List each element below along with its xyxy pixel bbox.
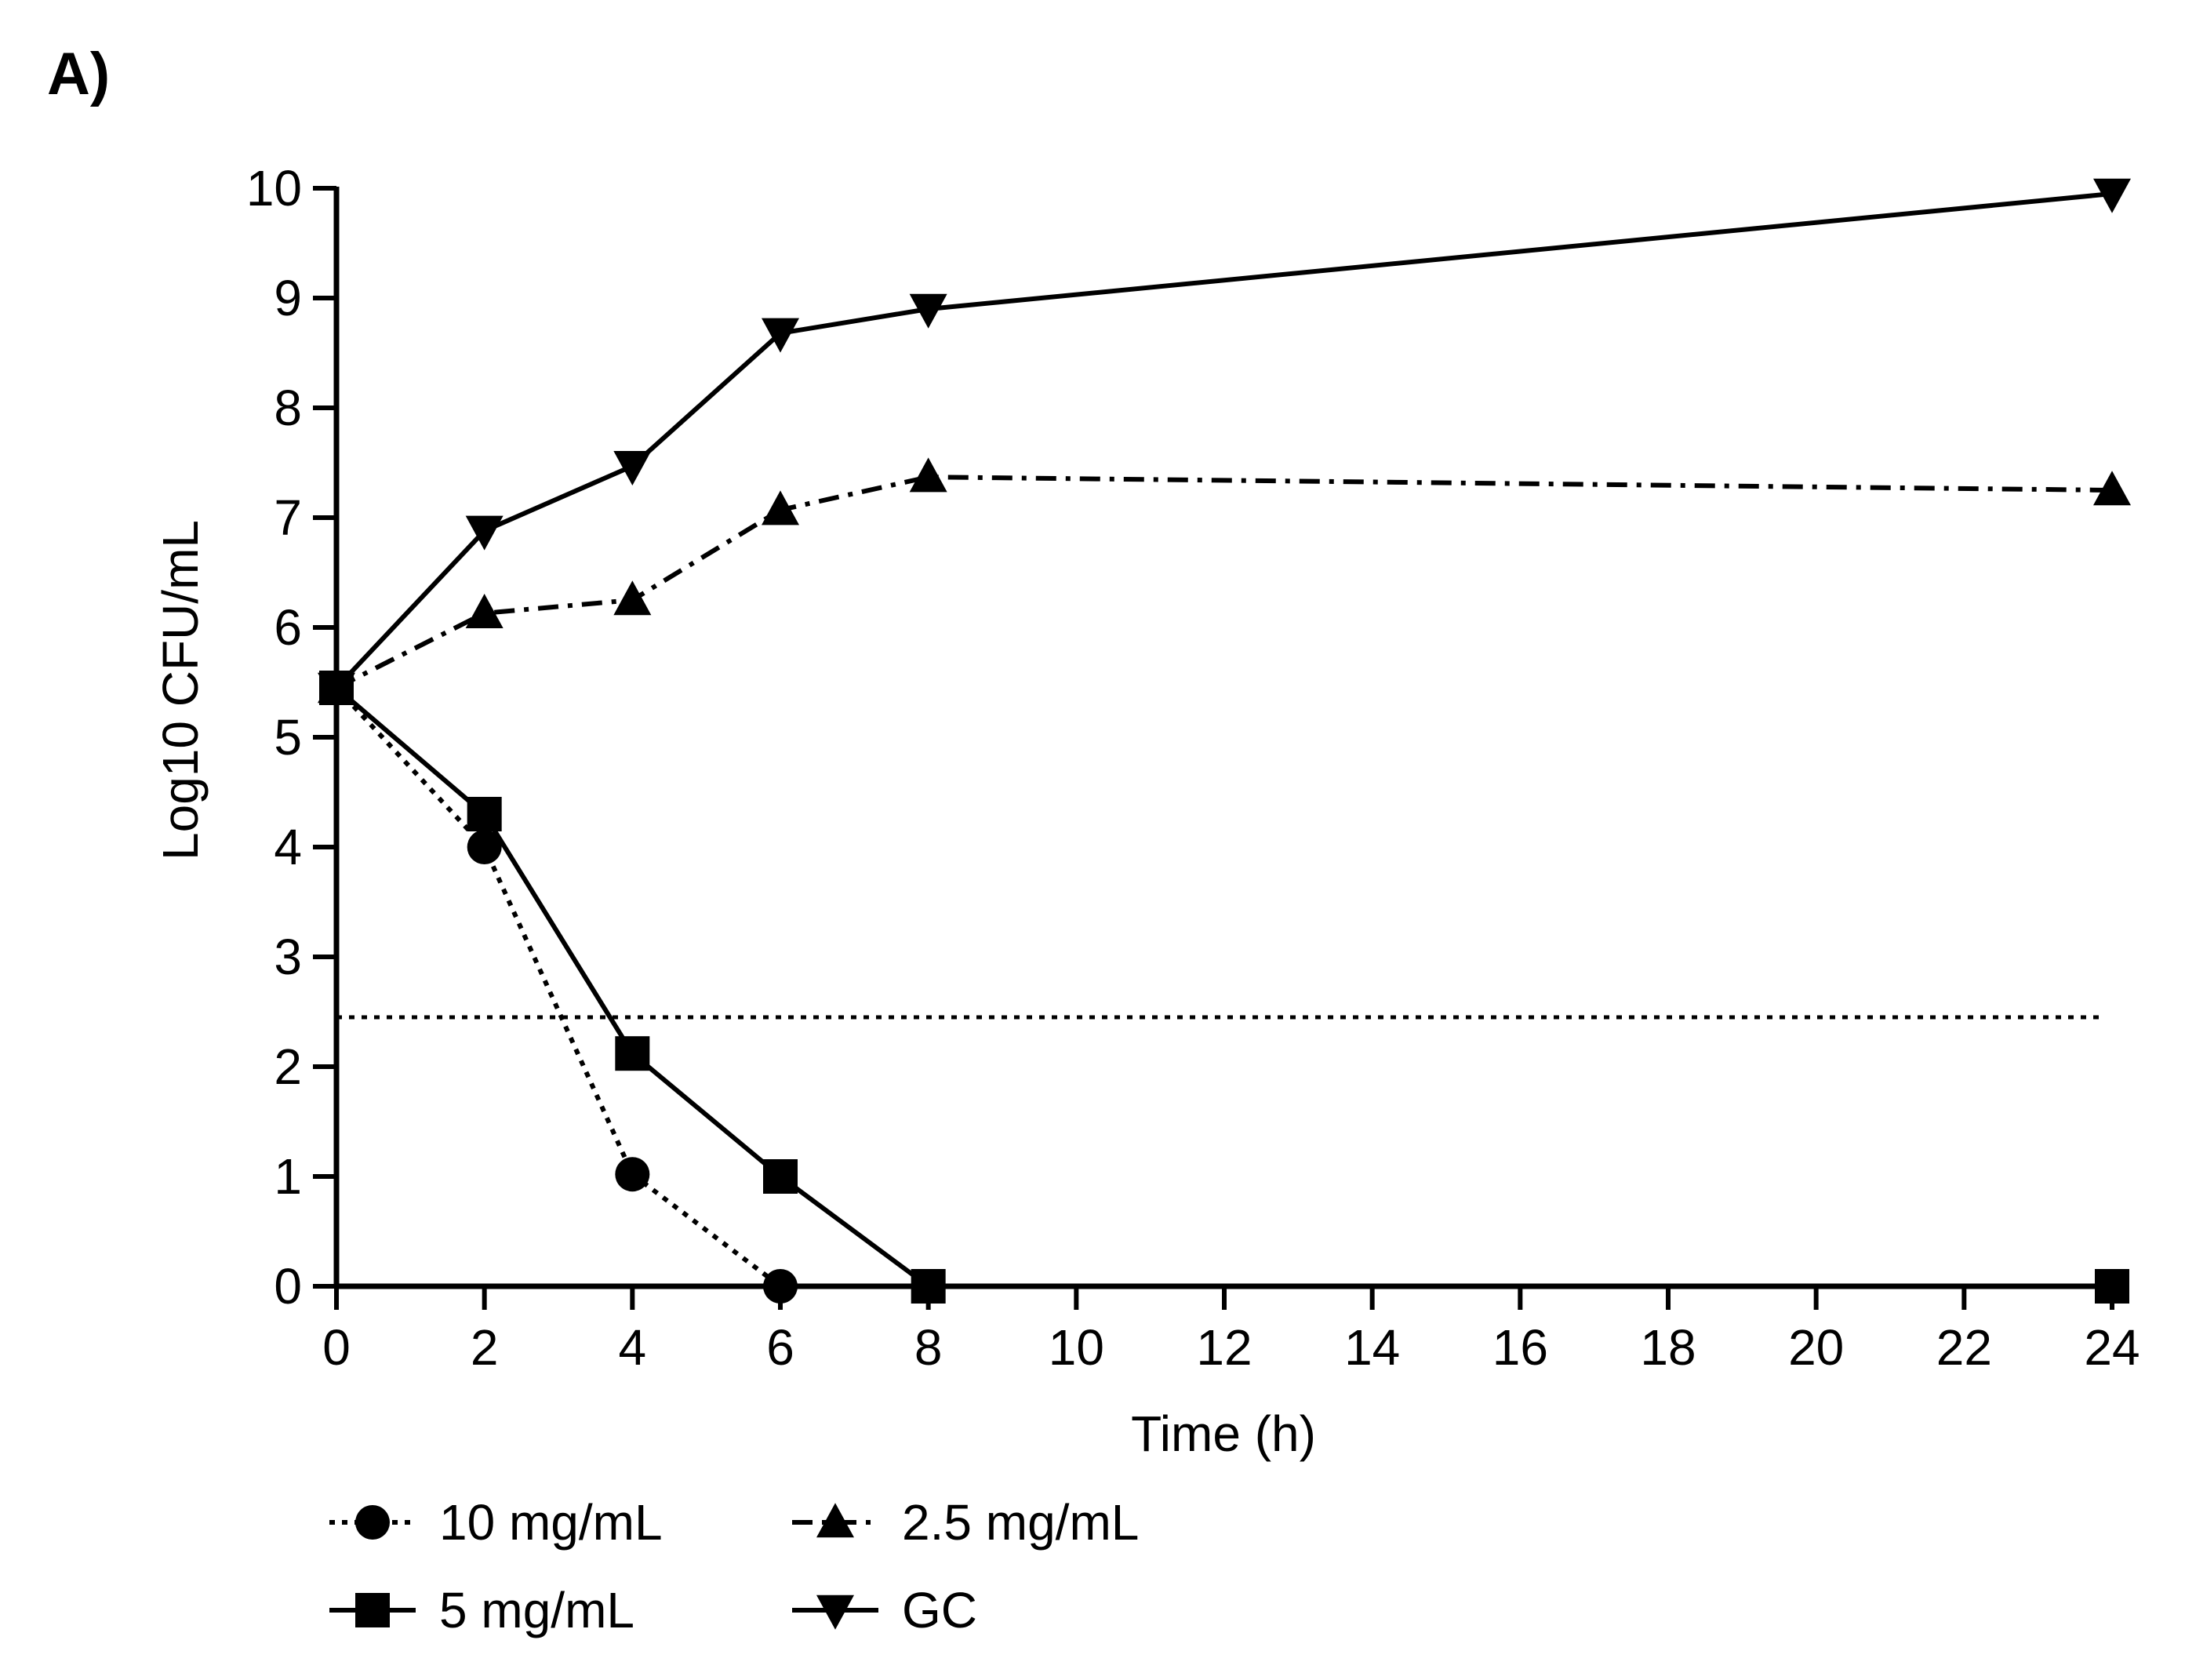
panel-label: A) xyxy=(47,41,110,107)
x-tick-label: 0 xyxy=(322,1319,351,1376)
legend-label: 2.5 mg/mL xyxy=(902,1494,1139,1551)
y-axis-title: Log10 CFU/mL xyxy=(152,520,209,860)
data-point xyxy=(911,1269,946,1304)
data-point xyxy=(762,490,799,525)
y-tick-label: 5 xyxy=(274,709,302,765)
y-tick-label: 10 xyxy=(246,160,302,216)
legend-label: 5 mg/mL xyxy=(439,1582,634,1638)
series-line xyxy=(334,685,782,1289)
y-tick-label: 6 xyxy=(274,599,302,656)
y-tick-label: 9 xyxy=(274,270,302,326)
data-point xyxy=(613,451,652,485)
series-gc xyxy=(334,191,2113,690)
legend-item-2-5-mg-ml: 2.5 mg/mL xyxy=(792,1494,1139,1551)
data-point xyxy=(2095,1269,2129,1304)
data-point xyxy=(613,580,652,616)
series-line xyxy=(334,191,2113,690)
series-10-mg-ml xyxy=(334,685,782,1289)
y-tick-label: 7 xyxy=(274,489,302,546)
data-point xyxy=(615,1157,650,1192)
data-point xyxy=(763,1269,798,1304)
legend-item-gc: GC xyxy=(792,1582,977,1638)
data-point xyxy=(467,797,502,831)
data-point xyxy=(2093,178,2131,213)
x-tick-label: 10 xyxy=(1049,1319,1104,1376)
data-point xyxy=(909,457,947,493)
series-line xyxy=(335,685,2112,1289)
x-axis-title: Time (h) xyxy=(1131,1405,1316,1462)
data-point xyxy=(615,1036,650,1071)
markers-2-5-mg-ml xyxy=(318,457,2131,704)
markers-10-mg-ml xyxy=(319,671,798,1304)
series-line xyxy=(335,475,2113,690)
markers-5-mg-ml xyxy=(319,671,2129,1304)
x-tick-label: 18 xyxy=(1640,1319,1696,1376)
y-tick-label: 1 xyxy=(274,1148,302,1205)
x-tick-label: 4 xyxy=(619,1319,647,1376)
x-tick-label: 20 xyxy=(1788,1319,1844,1376)
series-2-5-mg-ml xyxy=(335,475,2113,690)
x-tick-label: 6 xyxy=(766,1319,794,1376)
legend-marker xyxy=(355,1593,390,1627)
data-point xyxy=(467,830,502,864)
data-point xyxy=(909,293,947,329)
markers-gc xyxy=(318,178,2131,707)
legend: 10 mg/mL 5 mg/mL 2.5 mg/mL GC xyxy=(329,1494,1139,1638)
legend-item-5-mg-ml: 5 mg/mL xyxy=(329,1582,634,1638)
data-point xyxy=(763,1159,798,1194)
series-5-mg-ml xyxy=(335,685,2112,1289)
x-tick-label: 14 xyxy=(1344,1319,1400,1376)
x-tick-label: 16 xyxy=(1492,1319,1548,1376)
legend-item-10-mg-ml: 10 mg/mL xyxy=(329,1494,663,1551)
y-tick-label: 4 xyxy=(274,819,302,875)
legend-marker xyxy=(355,1505,390,1540)
y-tick-label: 2 xyxy=(274,1038,302,1095)
data-point xyxy=(465,515,504,551)
legend-label: GC xyxy=(902,1582,977,1638)
x-tick-label: 12 xyxy=(1196,1319,1252,1376)
legend-marker xyxy=(816,1595,854,1630)
y-tick-label: 0 xyxy=(274,1258,302,1315)
x-tick-label: 24 xyxy=(2084,1319,2140,1376)
x-tick-label: 22 xyxy=(1936,1319,1992,1376)
data-point xyxy=(762,318,799,353)
legend-label: 10 mg/mL xyxy=(439,1494,663,1551)
y-tick-label: 8 xyxy=(274,380,302,436)
y-tick-label: 3 xyxy=(274,929,302,985)
x-tick-label: 8 xyxy=(914,1319,943,1376)
legend-marker xyxy=(816,1503,854,1538)
data-point xyxy=(319,671,354,705)
data-point xyxy=(465,594,504,628)
series-layer xyxy=(318,178,2131,1304)
x-tick-label: 2 xyxy=(471,1319,499,1376)
data-point xyxy=(2093,471,2131,506)
